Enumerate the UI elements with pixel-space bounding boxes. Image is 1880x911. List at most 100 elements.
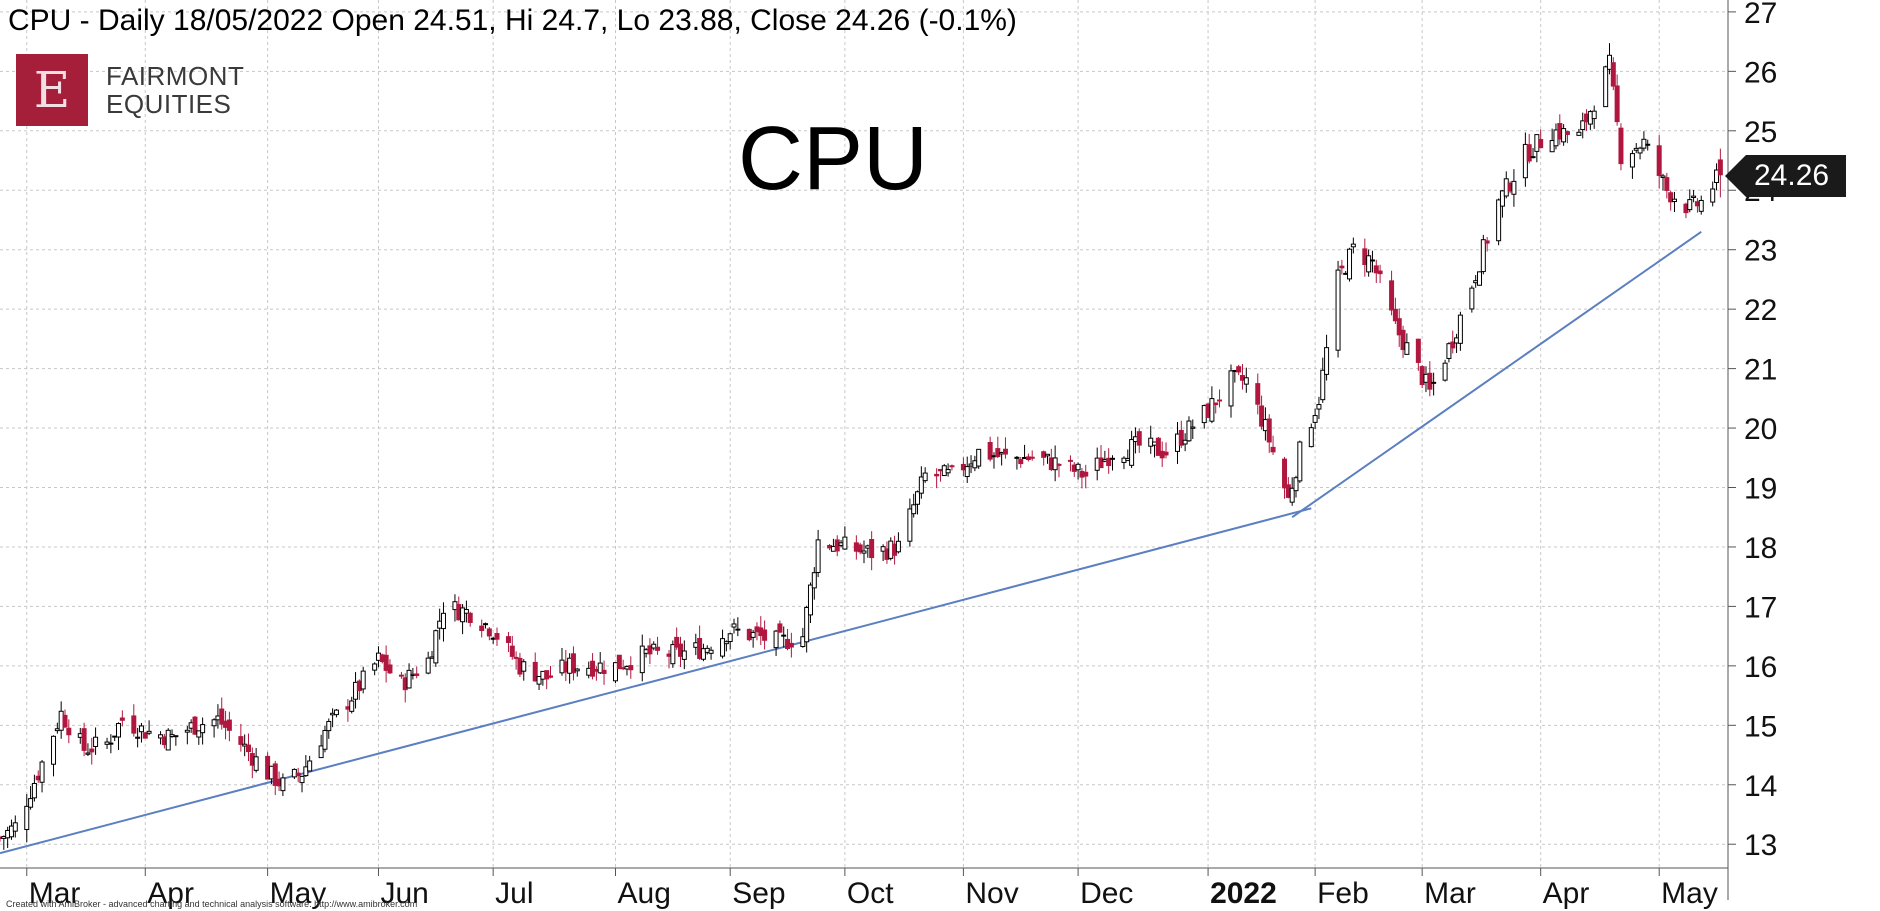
candle-body	[1018, 459, 1024, 465]
candle-body	[1629, 153, 1635, 168]
candle-body	[81, 728, 87, 751]
candle-body	[116, 723, 122, 738]
candle-body	[406, 669, 412, 689]
candle-body	[723, 641, 729, 645]
candle-body	[460, 607, 466, 623]
y-tick-label: 26	[1744, 56, 1777, 89]
candle-body	[521, 661, 527, 672]
candle-body	[433, 630, 439, 664]
candle-body	[1392, 308, 1398, 322]
candle-body	[681, 650, 687, 660]
candle-body	[93, 736, 99, 748]
candle-body	[708, 649, 714, 654]
candle-body	[1469, 287, 1475, 310]
candle-body	[804, 607, 810, 643]
candle-body	[857, 544, 863, 553]
candle-body	[1282, 458, 1288, 489]
x-tick-label: Jun	[380, 877, 428, 910]
candle-body	[1415, 338, 1421, 363]
candle-body	[781, 634, 787, 637]
candle-body	[1645, 143, 1651, 146]
x-tick-label: Apr	[1543, 877, 1590, 910]
x-tick-label: Mar	[1424, 877, 1476, 910]
candle-body	[440, 612, 446, 630]
candle-body	[1499, 190, 1505, 207]
candle-body	[1109, 457, 1115, 460]
candle-body	[295, 772, 301, 777]
candle-body	[51, 735, 57, 765]
candle-body	[24, 805, 30, 830]
candle-body	[647, 645, 653, 655]
candle-body	[1564, 131, 1570, 135]
candle-body	[1213, 402, 1219, 406]
candle-body	[165, 729, 171, 751]
trendline	[0, 507, 1312, 855]
candles	[0, 43, 1723, 850]
candle-body	[360, 670, 366, 690]
candle-body	[1450, 341, 1456, 349]
candle-body	[1442, 362, 1448, 381]
candle-body	[1614, 85, 1620, 123]
candle-body	[1427, 372, 1433, 390]
candle-body	[1656, 145, 1662, 176]
trendlines	[0, 231, 1702, 855]
logo-text: FAIRMONT EQUITIES	[106, 62, 244, 118]
candle-body	[1293, 477, 1299, 492]
candle-body	[590, 660, 596, 677]
candle-body	[226, 719, 232, 731]
candle-body	[601, 669, 607, 674]
candle-body	[1106, 457, 1112, 467]
candle-body	[1350, 243, 1356, 248]
candle-body	[1373, 265, 1379, 274]
candle-body	[196, 730, 202, 738]
candle-body	[89, 748, 95, 753]
candle-body	[1561, 128, 1567, 143]
candle-body	[915, 491, 921, 505]
candle-body	[1067, 459, 1073, 462]
candle-body	[505, 636, 511, 643]
y-tick-label: 13	[1744, 829, 1777, 862]
candle-body	[1243, 377, 1249, 385]
candle-body	[1530, 156, 1536, 159]
candle-body	[1316, 404, 1322, 410]
candle-body	[945, 469, 951, 474]
candle-body	[1255, 383, 1261, 405]
y-tick-label: 17	[1744, 591, 1777, 624]
candle-body	[639, 645, 645, 674]
y-tick-label: 18	[1744, 532, 1777, 565]
candle-body	[720, 638, 726, 657]
candle-body	[1083, 471, 1089, 477]
candle-body	[211, 719, 217, 727]
candle-body	[1698, 199, 1704, 212]
candle-body	[1259, 405, 1265, 427]
candle-body	[142, 732, 148, 739]
candle-body	[318, 745, 324, 759]
candle-body	[570, 653, 576, 674]
candle-body	[762, 629, 768, 641]
candle-body	[628, 665, 634, 671]
candle-body	[911, 504, 917, 515]
candle-body	[387, 664, 393, 674]
x-tick-label: May	[270, 877, 327, 910]
candle-body	[1400, 329, 1406, 351]
candle-body	[773, 630, 779, 649]
y-tick-label: 19	[1744, 473, 1777, 506]
candle-body	[1641, 138, 1647, 149]
candle-body	[219, 708, 225, 725]
candle-body	[31, 782, 37, 799]
candle-body	[1266, 418, 1272, 443]
candle-body	[1687, 199, 1693, 211]
candle-body	[483, 623, 489, 626]
candle-body	[1186, 420, 1192, 442]
candle-body	[326, 720, 332, 732]
x-tick-label: Apr	[147, 877, 194, 910]
y-tick-label: 20	[1744, 413, 1777, 446]
x-tick-label: Nov	[965, 877, 1018, 910]
candle-body	[777, 623, 783, 633]
logo: E	[16, 54, 88, 126]
candle-body	[532, 661, 538, 682]
candle-body	[987, 442, 993, 460]
x-tick-label: 2022	[1210, 877, 1277, 910]
candle-body	[1297, 441, 1303, 482]
candle-body	[383, 654, 389, 671]
